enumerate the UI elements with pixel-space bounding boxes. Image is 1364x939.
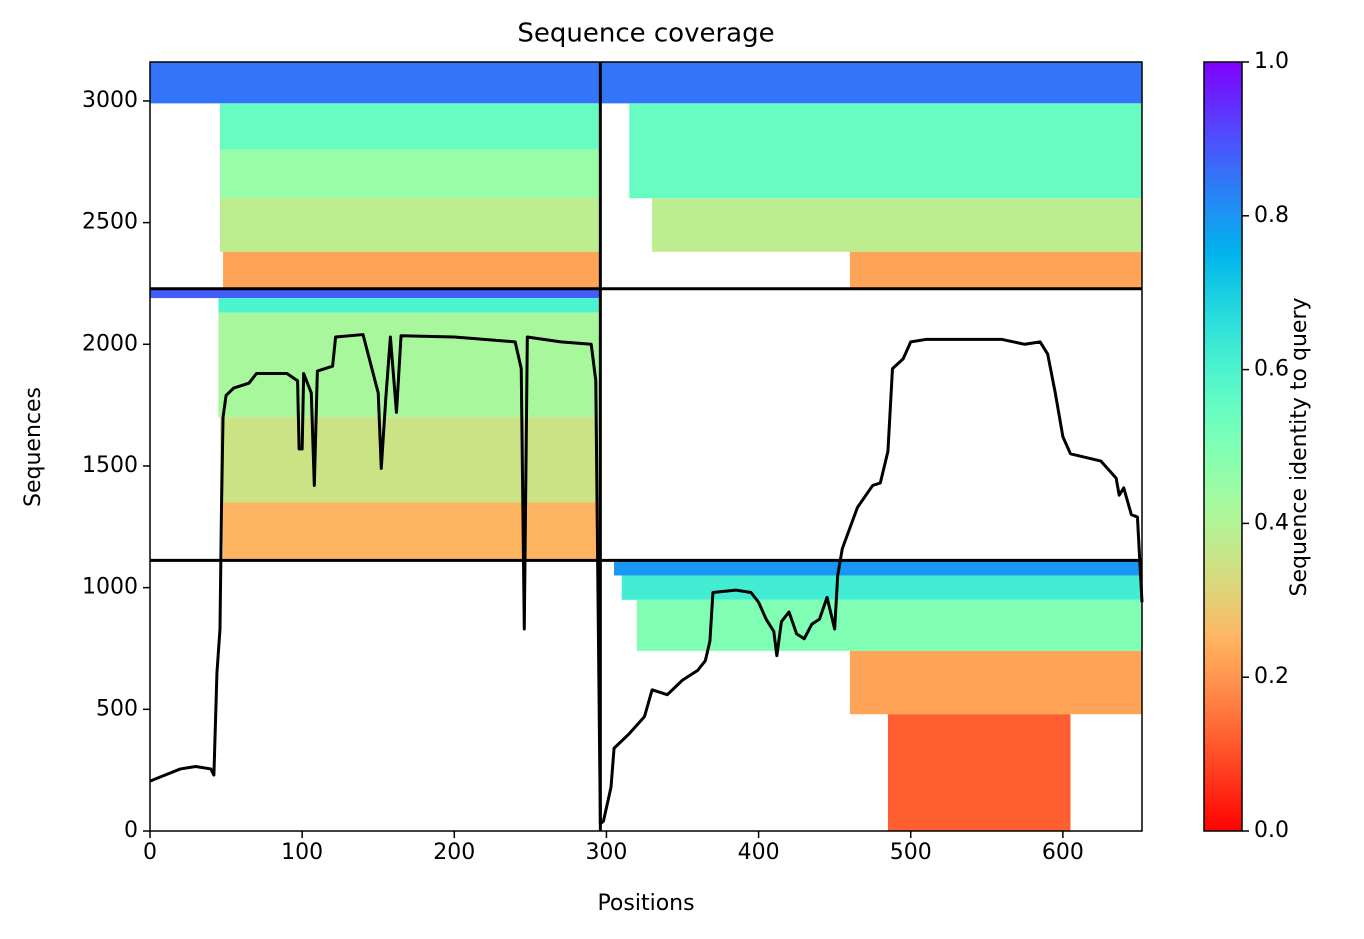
x-tick-label: 200 (433, 840, 475, 865)
colorbar-tick-label: 0.0 (1254, 818, 1289, 843)
identity-block (219, 198, 601, 252)
identity-block (218, 312, 601, 418)
identity-block (223, 502, 601, 561)
identity-block (219, 103, 601, 150)
colorbar-label: Sequence identity to query (1287, 297, 1312, 596)
identity-block (849, 650, 1142, 715)
y-tick-label: 500 (96, 696, 138, 721)
identity-block (600, 62, 1142, 104)
identity-block (150, 62, 601, 104)
x-tick-label: 500 (890, 840, 932, 865)
y-tick-label: 2500 (82, 210, 138, 235)
x-axis-label: Positions (597, 891, 694, 916)
x-tick-label: 600 (1042, 840, 1084, 865)
colorbar-tick-label: 0.4 (1254, 510, 1289, 535)
y-tick-label: 1500 (82, 453, 138, 478)
identity-block (629, 103, 1142, 199)
identity-block (636, 599, 1142, 651)
identity-block (652, 198, 1142, 252)
y-axis-label: Sequences (21, 387, 46, 507)
x-tick-label: 100 (281, 840, 323, 865)
coverage-line (149, 333, 1144, 826)
identity-block (621, 575, 1142, 600)
colorbar-tick-label: 1.0 (1254, 49, 1289, 74)
identity-block (150, 288, 601, 299)
y-tick-label: 1000 (82, 575, 138, 600)
identity-block (219, 149, 601, 199)
identity-block (218, 298, 601, 313)
colorbar (1203, 61, 1243, 832)
identity-block (219, 417, 601, 503)
identity-block (849, 251, 1142, 289)
identity-block (887, 714, 1071, 831)
identity-block (223, 251, 601, 289)
x-tick-label: 400 (738, 840, 780, 865)
colorbar-tick-label: 0.8 (1254, 203, 1289, 228)
colorbar-tick-label: 0.2 (1254, 664, 1289, 689)
chart-title: Sequence coverage (517, 19, 774, 49)
plot-frame (149, 61, 1143, 832)
y-tick-label: 0 (124, 818, 138, 843)
colorbar-tick-label: 0.6 (1254, 357, 1289, 382)
identity-block (614, 560, 1142, 576)
x-tick-label: 0 (143, 840, 157, 865)
y-tick-label: 3000 (82, 88, 138, 113)
y-tick-label: 2000 (82, 331, 138, 356)
x-tick-label: 300 (585, 840, 627, 865)
